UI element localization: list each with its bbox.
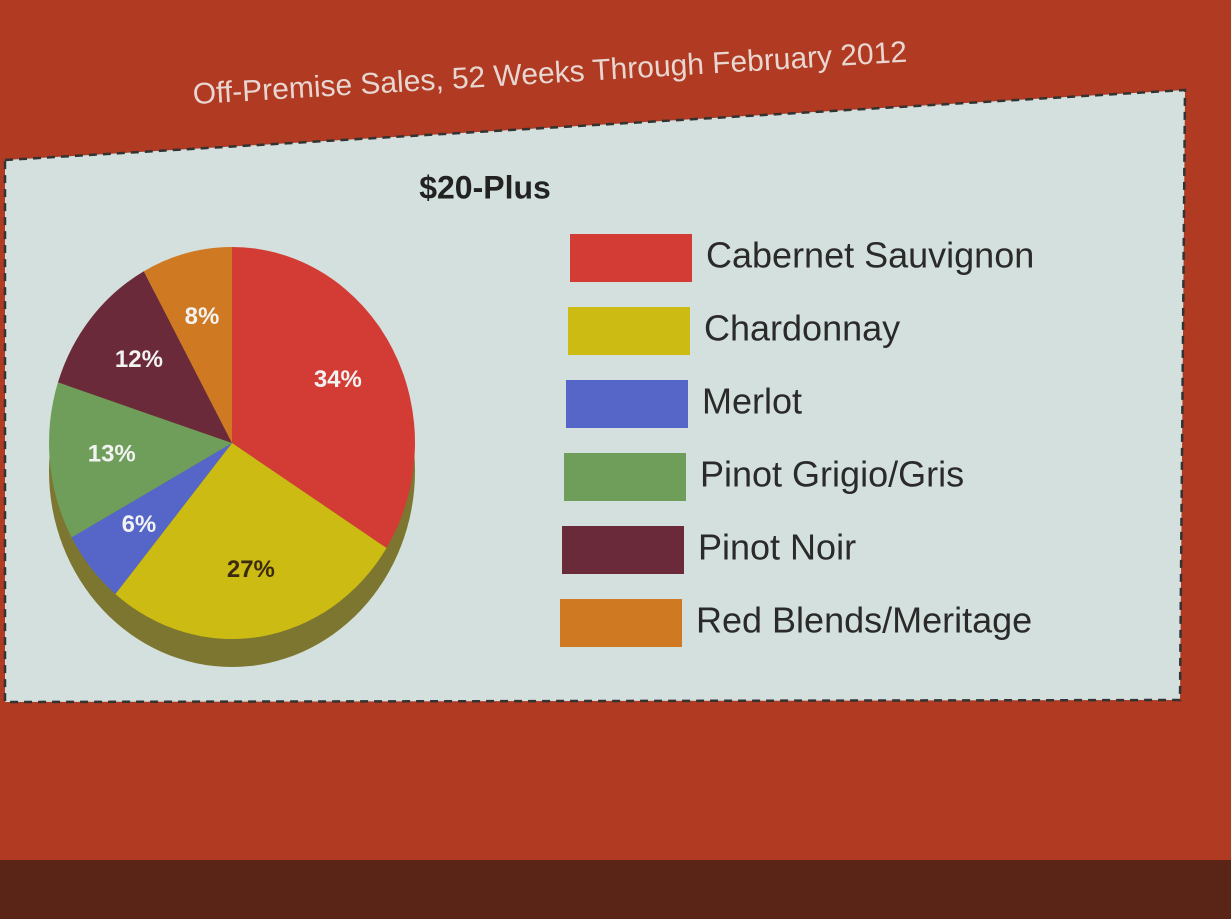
legend-label: Chardonnay bbox=[704, 308, 900, 349]
legend-label: Red Blends/Meritage bbox=[696, 600, 1032, 641]
legend-swatch bbox=[562, 526, 684, 574]
slice-label: 34% bbox=[314, 366, 362, 393]
pie-slice bbox=[71, 443, 232, 595]
pie-slice bbox=[49, 382, 233, 538]
slice-label: 6% bbox=[122, 511, 157, 538]
legend-label: Pinot Grigio/Gris bbox=[700, 454, 964, 495]
slice-label: 8% bbox=[185, 303, 220, 330]
pie: 34% 27% 6% 13% 12% 8% bbox=[49, 247, 415, 667]
legend-swatch bbox=[570, 234, 692, 282]
legend-swatch bbox=[564, 453, 686, 501]
legend-swatch bbox=[568, 307, 690, 355]
pie-slice bbox=[57, 271, 232, 443]
slice-label: 27% bbox=[227, 556, 275, 583]
legend-label: Merlot bbox=[702, 381, 802, 422]
legend-label: Pinot Noir bbox=[698, 527, 856, 568]
chart-subtitle: $20-Plus bbox=[419, 169, 551, 205]
pie-slice bbox=[115, 443, 387, 639]
legend: Cabernet Sauvignon Chardonnay Merlot Pinot … bbox=[560, 234, 1034, 647]
legend-label: Cabernet Sauvignon bbox=[706, 235, 1034, 276]
legend-swatch bbox=[566, 380, 688, 428]
pie-slice bbox=[232, 247, 415, 549]
legend-swatch bbox=[560, 599, 682, 647]
bottom-band bbox=[0, 860, 1231, 919]
pie-slice bbox=[143, 247, 232, 443]
slice-label: 12% bbox=[115, 346, 163, 373]
slice-label: 13% bbox=[88, 441, 136, 468]
